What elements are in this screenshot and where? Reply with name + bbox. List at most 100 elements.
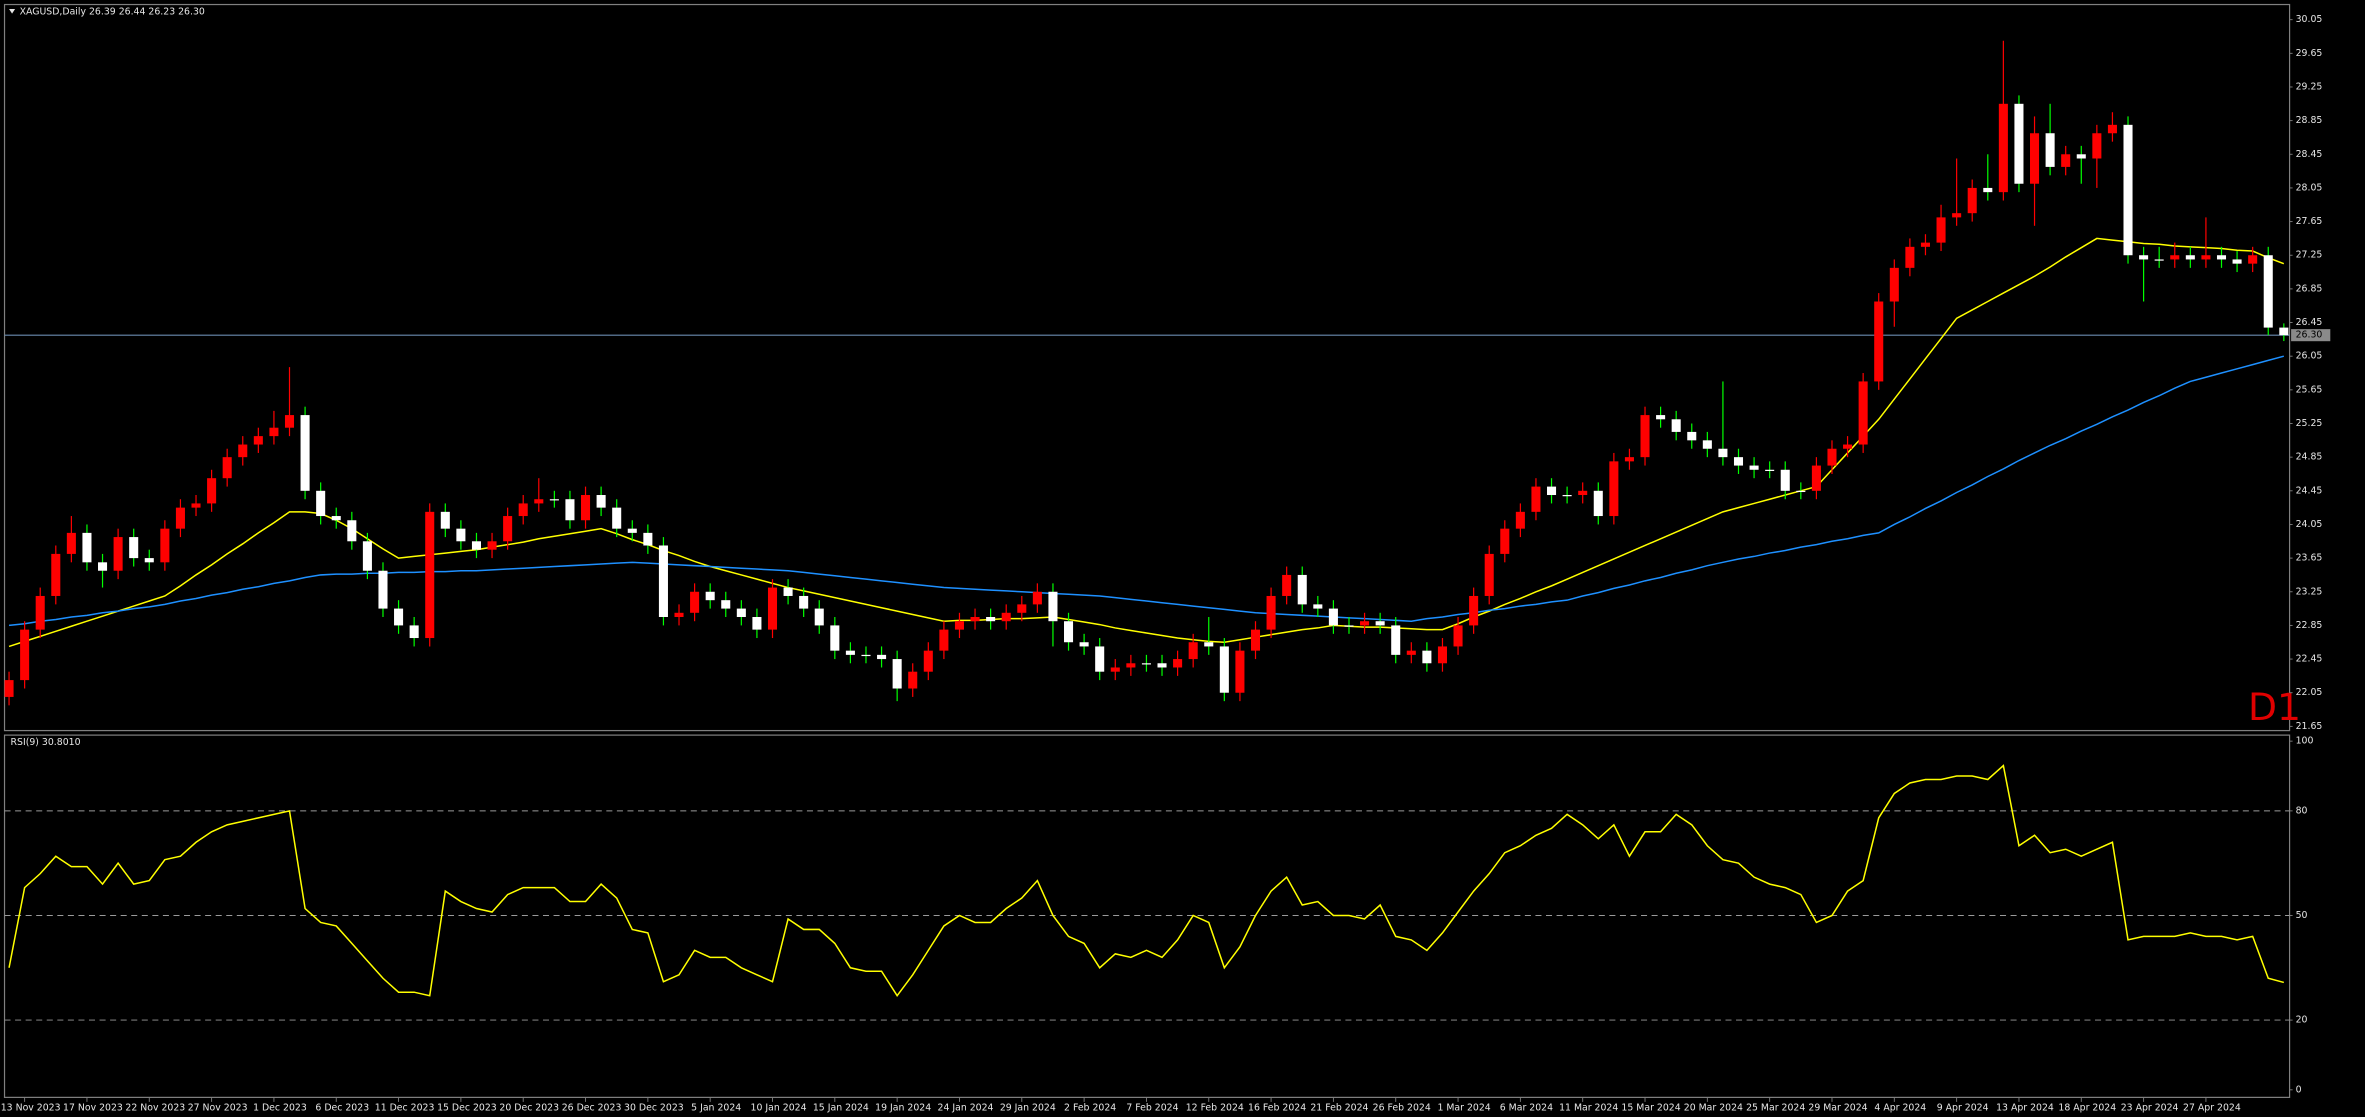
- x-tick-label: 20 Mar 2024: [1684, 1102, 1743, 1113]
- candle-body: [596, 495, 606, 508]
- candle-body: [2107, 124, 2117, 134]
- candle-body: [549, 499, 559, 501]
- candle-body: [658, 545, 668, 618]
- y-tick-label: 24.45: [2296, 485, 2323, 496]
- candle-body: [2263, 255, 2273, 328]
- candle-body: [1780, 469, 1790, 491]
- candle-body: [986, 617, 996, 622]
- rsi-y-tick-label: 0: [2296, 1084, 2302, 1095]
- main-panel-frame: [3, 3, 2291, 732]
- x-tick-label: 23 Apr 2024: [2121, 1102, 2179, 1113]
- candle-body: [1250, 629, 1261, 651]
- candle-body: [970, 617, 980, 622]
- y-tick-label: 21.65: [2296, 721, 2323, 732]
- candle-body: [66, 532, 76, 554]
- candle-body: [144, 558, 154, 563]
- candle-body: [2061, 154, 2071, 167]
- current-price-box: [2291, 329, 2331, 342]
- candle-body: [2232, 259, 2242, 264]
- candle-body: [2014, 103, 2024, 184]
- candle-body: [4, 680, 14, 697]
- candle-body: [1531, 486, 1541, 512]
- x-tick-label: 30 Dec 2023: [624, 1102, 684, 1113]
- x-tick-label: 24 Jan 2024: [938, 1102, 994, 1113]
- candle-body: [1733, 457, 1744, 466]
- candle-body: [2154, 259, 2164, 261]
- candle-body: [705, 591, 715, 601]
- candle-body: [1422, 650, 1432, 664]
- candle-body: [1858, 381, 1868, 445]
- candle-body: [1718, 448, 1728, 458]
- candle-body: [1079, 642, 1089, 647]
- x-tick-label: 16 Feb 2024: [1248, 1102, 1306, 1113]
- candle-body: [1952, 213, 1962, 218]
- candle-body: [830, 625, 840, 651]
- chart-title: XAGUSD,Daily 26.39 26.44 26.23 26.30: [20, 7, 205, 18]
- x-tick-label: 4 Apr 2024: [1874, 1102, 1926, 1113]
- x-tick-label: 25 Mar 2024: [1746, 1102, 1805, 1113]
- candle-body: [1391, 625, 1401, 655]
- current-price-label: 26.30: [2296, 330, 2323, 341]
- candle-body: [939, 629, 949, 651]
- candle-body: [35, 595, 45, 630]
- collapse-arrow: [9, 9, 16, 14]
- candle-body: [674, 612, 684, 618]
- rsi-y-tick-label: 80: [2296, 805, 2308, 816]
- candle-body: [1796, 490, 1806, 493]
- y-tick-label: 29.25: [2296, 81, 2323, 92]
- candle-body: [347, 520, 357, 542]
- candle-body: [331, 516, 341, 521]
- x-tick-label: 29 Jan 2024: [1000, 1102, 1056, 1113]
- candle-body: [2248, 255, 2258, 264]
- candle-body: [1609, 461, 1619, 517]
- candle-body: [1515, 511, 1525, 529]
- candle-body: [908, 671, 918, 689]
- candle-body: [191, 503, 201, 508]
- candle-body: [1297, 574, 1307, 605]
- rsi-panel-frame: [3, 734, 2291, 1098]
- x-tick-label: 11 Mar 2024: [1559, 1102, 1618, 1113]
- candle-body: [1905, 246, 1915, 268]
- y-tick-label: 27.25: [2296, 250, 2323, 261]
- y-tick-label: 23.65: [2296, 553, 2323, 564]
- candle-body: [1188, 642, 1198, 660]
- y-tick-label: 25.25: [2296, 418, 2323, 429]
- x-tick-label: 27 Nov 2023: [188, 1102, 248, 1113]
- candle-body: [1126, 663, 1136, 668]
- candle-body: [1749, 465, 1759, 470]
- candle-body: [721, 600, 731, 609]
- x-tick-label: 11 Dec 2023: [375, 1102, 435, 1113]
- candle-body: [129, 537, 139, 559]
- x-tick-label: 20 Dec 2023: [499, 1102, 559, 1113]
- candle-body: [1157, 663, 1167, 668]
- y-tick-label: 25.65: [2296, 384, 2323, 395]
- candle-body: [284, 415, 295, 428]
- candle-body: [1235, 650, 1245, 693]
- candle-body: [1360, 621, 1370, 626]
- candle-body: [362, 541, 372, 571]
- x-tick-label: 1 Dec 2023: [253, 1102, 307, 1113]
- x-tick-label: 10 Jan 2024: [751, 1102, 807, 1113]
- candle-body: [1453, 625, 1463, 647]
- candle-body: [51, 553, 61, 596]
- candle-body: [440, 511, 450, 529]
- x-tick-label: 27 Apr 2024: [2183, 1102, 2241, 1113]
- candle-body: [253, 436, 263, 445]
- x-tick-label: 6 Mar 2024: [1500, 1102, 1553, 1113]
- candle-body: [456, 528, 466, 542]
- candle-body: [1282, 574, 1292, 596]
- y-tick-label: 26.05: [2296, 351, 2323, 362]
- candle-body: [2216, 255, 2227, 260]
- candle-body: [1547, 486, 1557, 496]
- candle-body: [643, 532, 653, 546]
- indicator-title: RSI(9) 30.8010: [11, 737, 81, 748]
- rsi-y-tick-label: 20: [2296, 1015, 2308, 1026]
- x-tick-label: 7 Feb 2024: [1126, 1102, 1178, 1113]
- candle-body: [487, 541, 497, 550]
- candle-body: [1484, 553, 1494, 596]
- candle-body: [845, 650, 855, 655]
- candle-body: [1967, 187, 1977, 214]
- candle-body: [1578, 490, 1588, 496]
- x-tick-label: 17 Nov 2023: [63, 1102, 123, 1113]
